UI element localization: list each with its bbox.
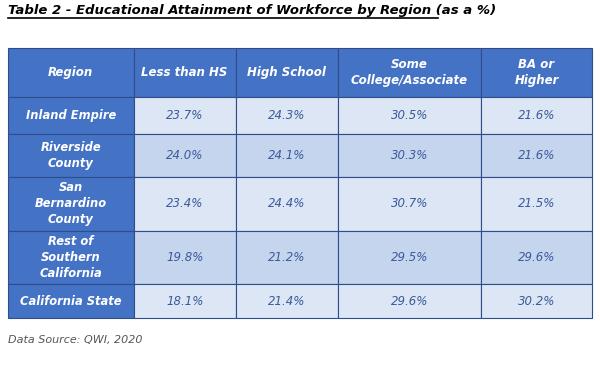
Bar	[236, 97, 338, 134]
Bar	[338, 284, 481, 318]
Text: 30.2%: 30.2%	[518, 294, 555, 308]
Bar	[236, 231, 338, 284]
Bar	[236, 284, 338, 318]
Bar	[236, 134, 338, 177]
Text: 19.8%: 19.8%	[166, 251, 203, 264]
Text: 21.2%: 21.2%	[268, 251, 305, 264]
Bar	[481, 97, 592, 134]
Bar	[338, 134, 481, 177]
Bar	[134, 134, 236, 177]
Text: 24.1%: 24.1%	[268, 149, 305, 162]
Text: California State: California State	[20, 294, 122, 308]
Bar	[8, 231, 134, 284]
Bar	[8, 97, 134, 134]
Bar	[481, 48, 592, 97]
Text: Riverside
County: Riverside County	[40, 141, 101, 170]
Text: San
Bernardino
County: San Bernardino County	[35, 182, 107, 227]
Text: 21.6%: 21.6%	[518, 109, 555, 122]
Text: 23.7%: 23.7%	[166, 109, 203, 122]
Text: Data Source: QWI, 2020: Data Source: QWI, 2020	[8, 335, 143, 345]
Text: 21.5%: 21.5%	[518, 197, 555, 210]
Bar	[8, 134, 134, 177]
Bar	[481, 134, 592, 177]
Bar	[338, 97, 481, 134]
Bar	[134, 231, 236, 284]
Bar	[338, 231, 481, 284]
Text: 24.3%: 24.3%	[268, 109, 305, 122]
Text: 24.4%: 24.4%	[268, 197, 305, 210]
Text: 24.0%: 24.0%	[166, 149, 203, 162]
Text: Region: Region	[48, 66, 94, 79]
Bar	[134, 97, 236, 134]
Bar	[8, 284, 134, 318]
Bar	[236, 177, 338, 231]
Bar	[134, 48, 236, 97]
Text: 21.6%: 21.6%	[518, 149, 555, 162]
Text: 29.6%: 29.6%	[391, 294, 428, 308]
Text: Less than HS: Less than HS	[142, 66, 228, 79]
Text: High School: High School	[247, 66, 326, 79]
Bar	[481, 231, 592, 284]
Bar	[481, 177, 592, 231]
Text: Table 2 - Educational Attainment of Workforce by Region (as a %): Table 2 - Educational Attainment of Work…	[8, 4, 496, 17]
Text: 30.3%: 30.3%	[391, 149, 428, 162]
Bar	[338, 177, 481, 231]
Bar	[338, 48, 481, 97]
Text: 29.5%: 29.5%	[391, 251, 428, 264]
Bar	[481, 284, 592, 318]
Text: BA or
Higher: BA or Higher	[514, 58, 559, 87]
Text: 18.1%: 18.1%	[166, 294, 203, 308]
Text: 21.4%: 21.4%	[268, 294, 305, 308]
Bar	[134, 177, 236, 231]
Bar	[134, 284, 236, 318]
Text: Rest of
Southern
California: Rest of Southern California	[40, 235, 102, 280]
Text: 30.5%: 30.5%	[391, 109, 428, 122]
Bar	[8, 48, 134, 97]
Text: 23.4%: 23.4%	[166, 197, 203, 210]
Text: Some
College/Associate: Some College/Associate	[351, 58, 468, 87]
Bar	[236, 48, 338, 97]
Text: 29.6%: 29.6%	[518, 251, 555, 264]
Bar	[8, 177, 134, 231]
Text: Inland Empire: Inland Empire	[26, 109, 116, 122]
Text: 30.7%: 30.7%	[391, 197, 428, 210]
